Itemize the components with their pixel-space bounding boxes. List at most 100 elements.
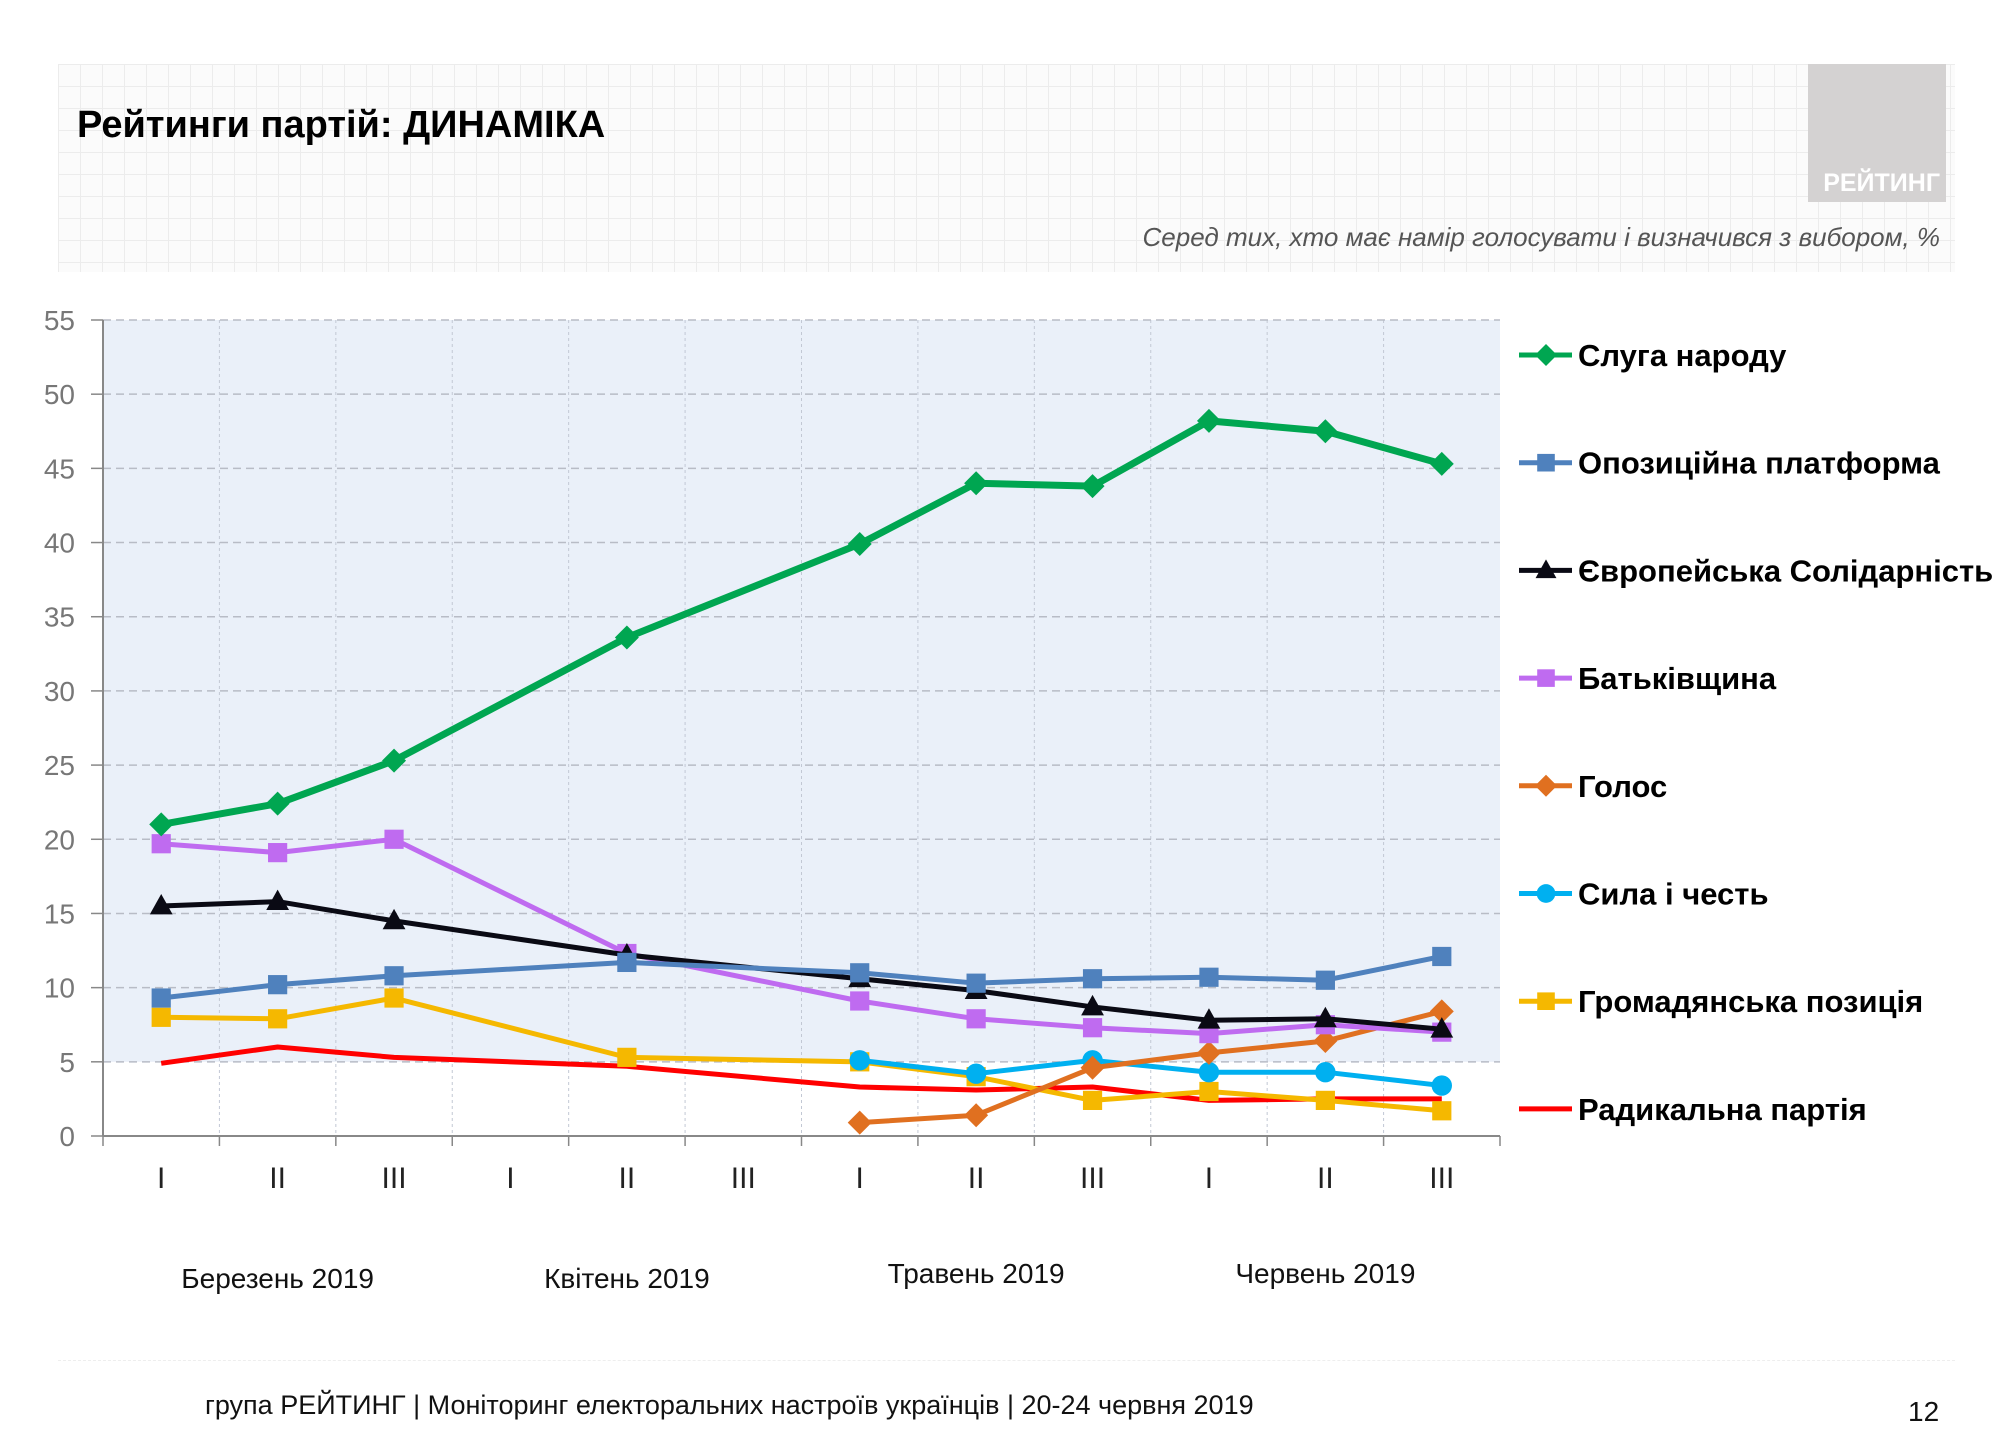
x-tick-label: III <box>731 1162 756 1195</box>
chart-subtitle: Серед тих, хто має намір голосувати і ви… <box>1142 222 1940 252</box>
square-marker <box>384 966 404 986</box>
legend-label: Громадянська позиція <box>1578 984 1923 1019</box>
square-marker <box>1082 1090 1103 1110</box>
triangle-marker <box>382 908 406 930</box>
circle-marker <box>965 1063 987 1084</box>
square-marker <box>1432 1101 1452 1121</box>
series-Радикальна партія <box>160 1044 1442 1103</box>
series-line <box>160 954 1443 1001</box>
diamond-marker <box>1429 999 1454 1024</box>
footer-divider <box>58 1360 1955 1361</box>
y-tick-label: 10 <box>44 973 75 1004</box>
legend-item: Радикальна партія <box>1519 1092 1867 1127</box>
x-tick-label: II <box>1317 1162 1334 1195</box>
page-number: 12 <box>1908 1396 1940 1427</box>
square-marker <box>617 952 637 973</box>
diamond-marker <box>1080 1055 1105 1080</box>
month-label: Квітень 2019 <box>544 1263 710 1294</box>
square-marker <box>268 1009 288 1029</box>
month-label: Травень 2019 <box>888 1258 1065 1289</box>
legend-label: Європейська Солідарність <box>1578 553 1993 588</box>
month-label: Червень 2019 <box>1235 1258 1415 1289</box>
series-Батьківщина <box>151 829 1452 1044</box>
triangle-marker <box>1313 1006 1337 1028</box>
legend-label: Слуга народу <box>1578 338 1787 373</box>
triangle-marker <box>1535 559 1557 579</box>
square-marker <box>1537 992 1555 1010</box>
square-marker <box>1315 1090 1335 1110</box>
triangle-marker <box>1081 994 1104 1016</box>
x-tick-label: III <box>1429 1162 1454 1195</box>
y-tick-label: 45 <box>44 453 75 484</box>
triangle-marker <box>149 894 173 915</box>
y-tick-label: 30 <box>44 676 75 707</box>
square-marker <box>617 1047 637 1067</box>
x-tick-label: I <box>506 1162 514 1195</box>
square-marker <box>966 1009 986 1029</box>
y-tick-label: 55 <box>44 305 75 336</box>
legend-item: Слуга народу <box>1519 338 1787 373</box>
square-marker <box>268 975 288 995</box>
series-line <box>160 417 1443 828</box>
series-line <box>859 1057 1443 1089</box>
square-marker <box>151 988 171 1008</box>
square-marker <box>1082 1018 1103 1038</box>
x-tick-label: I <box>1205 1162 1213 1195</box>
square-marker <box>1199 967 1219 987</box>
diamond-marker <box>149 812 174 837</box>
series-line <box>859 1008 1443 1126</box>
circle-marker <box>1315 1062 1336 1083</box>
diamond-marker <box>964 471 989 496</box>
legend-label: Опозиційна платформа <box>1578 446 1941 481</box>
legend-item: Опозиційна платформа <box>1519 446 1941 481</box>
legend-label: Батьківщина <box>1578 661 1777 696</box>
circle-marker <box>1536 884 1556 903</box>
diamond-marker <box>1080 474 1105 499</box>
square-marker <box>1432 946 1452 967</box>
circle-marker <box>1198 1062 1220 1083</box>
y-tick-label: 0 <box>59 1121 75 1152</box>
square-marker <box>384 988 404 1008</box>
square-marker <box>966 973 986 993</box>
diamond-marker <box>1535 344 1557 366</box>
y-tick-label: 50 <box>44 379 75 410</box>
series-Слуга народу <box>149 408 1454 837</box>
y-tick-label: 25 <box>44 750 75 781</box>
diamond-marker <box>1196 408 1221 433</box>
square-marker <box>850 991 870 1011</box>
square-marker <box>151 1007 171 1027</box>
triangle-marker <box>1197 1008 1221 1029</box>
diamond-marker <box>614 625 639 650</box>
legend-item: Батьківщина <box>1519 661 1777 696</box>
y-tick-label: 15 <box>44 898 75 929</box>
circle-marker <box>849 1050 870 1071</box>
x-tick-label: II <box>269 1162 286 1195</box>
diamond-marker <box>1313 1029 1338 1054</box>
page-title: Рейтинги партій: ДИНАМІКА <box>77 104 606 146</box>
legend-label: Радикальна партія <box>1578 1092 1867 1127</box>
x-tick-label: I <box>856 1162 864 1195</box>
diamond-marker <box>265 791 290 816</box>
series-Голос <box>847 999 1454 1135</box>
square-marker <box>1537 453 1555 472</box>
diamond-marker <box>847 532 872 557</box>
square-marker <box>1199 1081 1219 1102</box>
legend-item: Громадянська позиція <box>1519 984 1923 1019</box>
month-label: Березень 2019 <box>181 1263 374 1294</box>
y-tick-label: 35 <box>44 602 75 633</box>
diamond-marker <box>1313 419 1338 444</box>
diamond-marker <box>1196 1040 1221 1065</box>
header-banner <box>58 64 1955 272</box>
square-marker <box>850 963 870 983</box>
series-Опозиційна платформа <box>151 946 1452 1008</box>
logo-text: РЕЙТИНГ <box>1823 169 1940 197</box>
square-marker <box>268 843 288 863</box>
series-line <box>161 836 1442 1037</box>
diamond-marker <box>847 1110 872 1135</box>
x-tick-label: II <box>619 1162 636 1195</box>
legend-item: Голос <box>1519 769 1667 804</box>
diamond-marker <box>1429 451 1454 476</box>
square-marker <box>384 829 404 849</box>
triangle-marker <box>266 889 290 910</box>
